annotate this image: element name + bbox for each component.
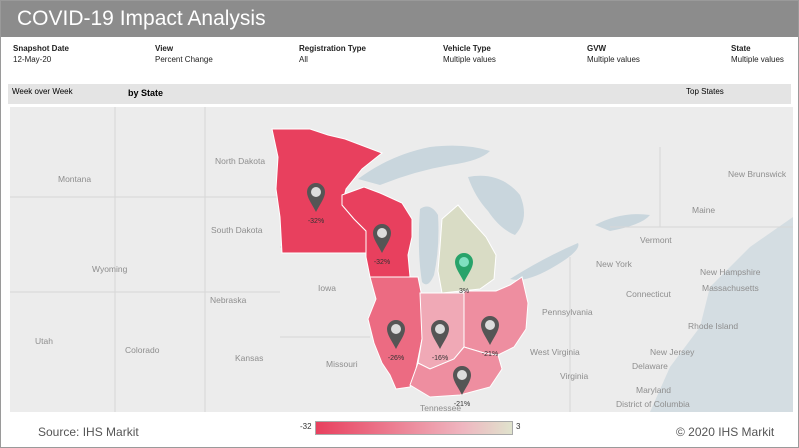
pin-center-dot xyxy=(377,228,387,238)
place-labels: Montana North Dakota South Dakota Wyomin… xyxy=(35,156,787,412)
legend-gradient xyxy=(315,421,513,435)
place-label: Tennessee xyxy=(420,403,461,412)
top-states-label: Top States xyxy=(686,87,724,96)
place-label: Pennsylvania xyxy=(542,307,593,317)
filter-row: Snapshot Date 12-May-20 View Percent Cha… xyxy=(0,44,799,74)
map-pin-michigan[interactable]: 3% xyxy=(455,253,473,295)
state-michigan[interactable] xyxy=(437,204,497,294)
pin-value-label: -32% xyxy=(374,259,390,266)
filter-value: Percent Change xyxy=(155,55,213,64)
filter-label: View xyxy=(155,44,174,53)
page-title: COVID-19 Impact Analysis xyxy=(17,7,266,30)
pin-value-label: 3% xyxy=(459,288,469,295)
filter-snapshot-date[interactable]: Snapshot Date 12-May-20 xyxy=(13,44,69,64)
period-label: Week over Week xyxy=(12,87,73,96)
filter-vehicle-type[interactable]: Vehicle Type Multiple values xyxy=(443,44,496,64)
place-label: Delaware xyxy=(632,361,668,371)
filter-label: Registration Type xyxy=(299,44,366,53)
filter-view[interactable]: View Percent Change xyxy=(155,44,213,64)
pin-center-dot xyxy=(391,324,401,334)
place-label: Montana xyxy=(58,174,91,184)
pin-center-dot xyxy=(311,187,321,197)
lake-michigan xyxy=(418,206,439,285)
place-label: New Jersey xyxy=(650,347,695,357)
filter-gvw[interactable]: GVW Multiple values xyxy=(587,44,640,64)
pin-center-dot xyxy=(435,324,445,334)
filter-value: Multiple values xyxy=(443,55,496,64)
place-label: Kansas xyxy=(235,353,263,363)
lake-huron xyxy=(468,175,524,235)
view-subheader: Week over Week by State Top States xyxy=(8,84,791,104)
place-label: Nebraska xyxy=(210,295,247,305)
map-pin-indiana[interactable]: -16% xyxy=(431,320,449,362)
legend-min: -32 xyxy=(300,422,312,431)
state-map[interactable]: -32% -32% 3% -26% -16% -21% -21% Montana North… xyxy=(10,107,793,412)
place-label: New Brunswick xyxy=(728,169,787,179)
map-pin-illinois[interactable]: -26% xyxy=(387,320,405,362)
pin-center-dot xyxy=(459,257,469,267)
pin-center-dot xyxy=(485,320,495,330)
pin-value-label: -26% xyxy=(388,355,404,362)
map-pin-minnesota[interactable]: -32% xyxy=(307,183,325,225)
filter-value: Multiple values xyxy=(587,55,640,64)
place-label: New Hampshire xyxy=(700,267,761,277)
place-label: Massachusetts xyxy=(702,283,759,293)
filter-label: GVW xyxy=(587,44,607,53)
place-label: Rhode Island xyxy=(688,321,738,331)
title-bar: COVID-19 Impact Analysis xyxy=(1,1,798,37)
map-pin-kentucky[interactable]: -21% xyxy=(453,366,471,408)
lake-ontario xyxy=(595,214,650,231)
place-label: Wyoming xyxy=(92,264,128,274)
filter-value: 12-May-20 xyxy=(13,55,52,64)
filter-label: Vehicle Type xyxy=(443,44,491,53)
ocean xyxy=(650,217,793,412)
place-label: Connecticut xyxy=(626,289,672,299)
pin-value-label: -16% xyxy=(432,355,448,362)
place-label: Vermont xyxy=(640,235,672,245)
filter-value: Multiple values xyxy=(731,55,784,64)
place-label: Missouri xyxy=(326,359,358,369)
copyright-note: © 2020 IHS Markit xyxy=(676,425,775,439)
source-note: Source: IHS Markit xyxy=(38,425,139,439)
pin-value-label: -21% xyxy=(482,351,498,358)
place-label: Maine xyxy=(692,205,715,215)
place-label: North Dakota xyxy=(215,156,265,166)
map-pin-wisconsin[interactable]: -32% xyxy=(373,224,391,266)
pin-value-label: -32% xyxy=(308,218,324,225)
pin-center-dot xyxy=(457,370,467,380)
lake-erie xyxy=(510,243,579,280)
place-label: New York xyxy=(596,259,633,269)
map-pin-ohio[interactable]: -21% xyxy=(481,316,499,358)
place-label: Iowa xyxy=(318,283,336,293)
filter-label: State xyxy=(731,44,751,53)
place-label: Colorado xyxy=(125,345,160,355)
place-label: West Virginia xyxy=(530,347,580,357)
legend-max: 3 xyxy=(516,422,521,431)
filter-state[interactable]: State Multiple values xyxy=(731,44,784,64)
pin-value-label: -21% xyxy=(454,401,470,408)
place-label: Utah xyxy=(35,336,53,346)
place-label: South Dakota xyxy=(211,225,263,235)
place-label: Virginia xyxy=(560,371,588,381)
lake-superior xyxy=(358,145,490,185)
filter-registration-type[interactable]: Registration Type All xyxy=(299,44,366,64)
grouping-label: by State xyxy=(128,88,164,98)
place-label: Maryland xyxy=(636,385,671,395)
state-pins: -32% -32% 3% -26% -16% -21% -21% xyxy=(307,183,499,408)
filter-value: All xyxy=(299,55,308,64)
place-label: District of Columbia xyxy=(616,399,690,409)
filter-label: Snapshot Date xyxy=(13,44,70,53)
